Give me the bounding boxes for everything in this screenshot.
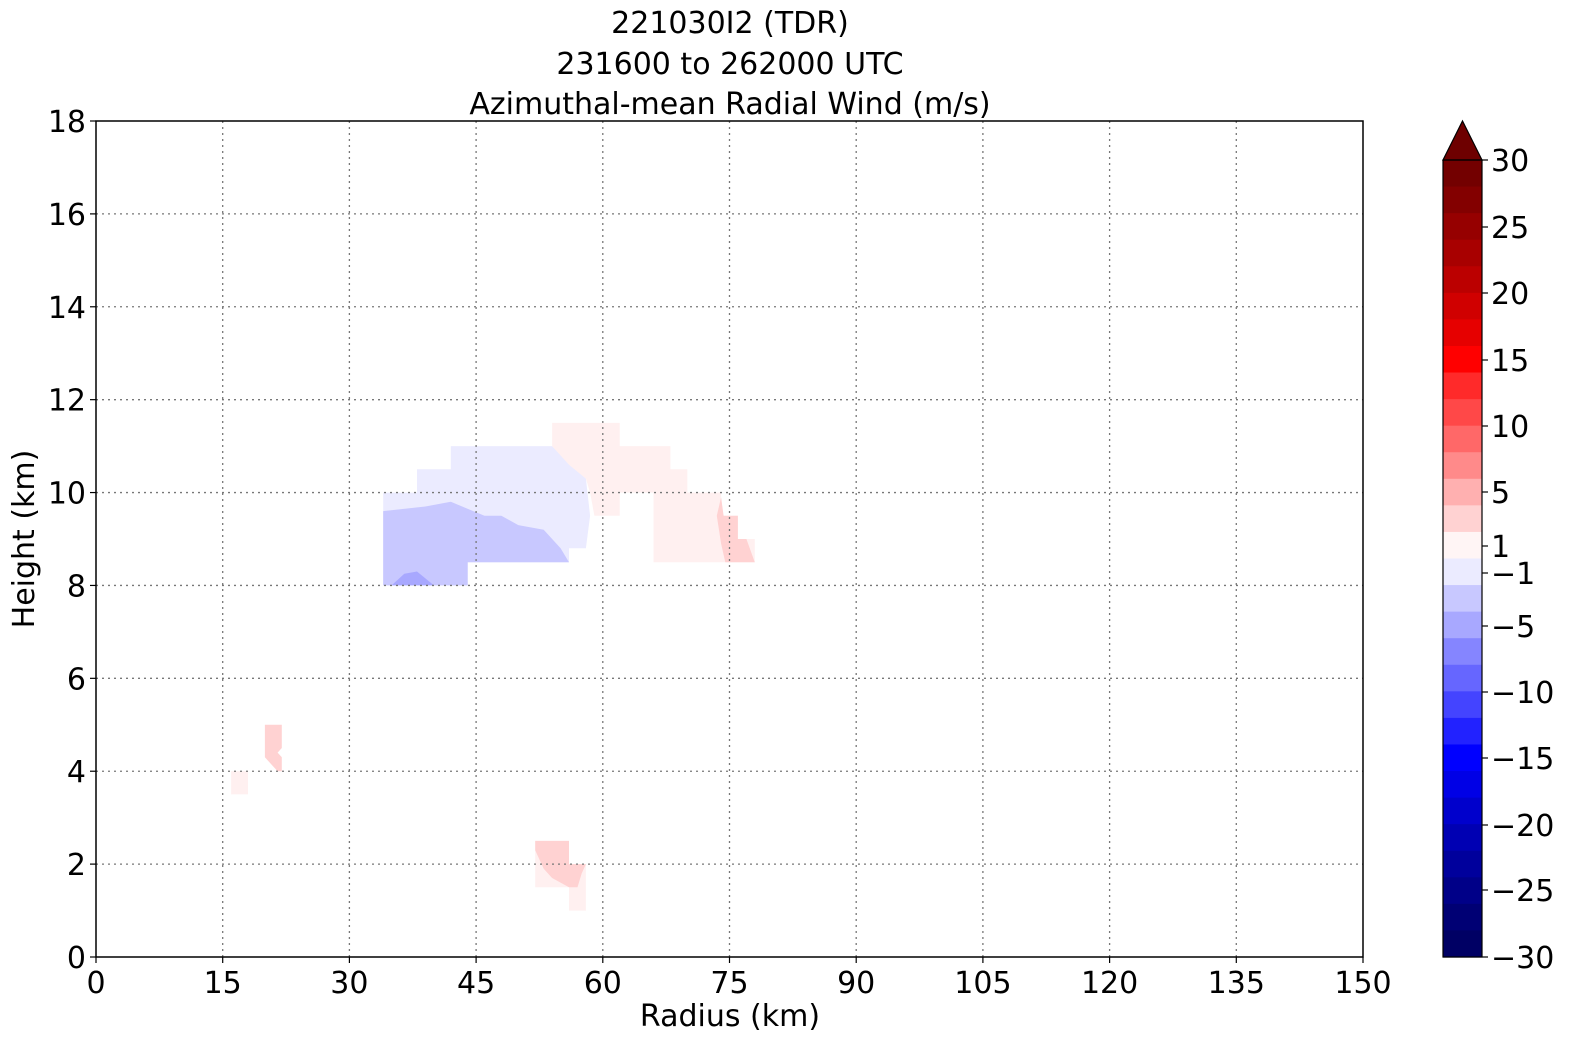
colorbar-tick-label: −15 bbox=[1491, 742, 1554, 777]
colorbar-tick-label: 20 bbox=[1491, 277, 1529, 312]
colorbar-tick-label: 10 bbox=[1491, 410, 1529, 445]
x-tick-label: 105 bbox=[954, 966, 1011, 1001]
colorbar-extend-arrow bbox=[1442, 119, 1483, 161]
colorbar-band bbox=[1443, 611, 1482, 639]
colorbar-band bbox=[1443, 638, 1482, 666]
contour-region-positive-5 bbox=[264, 724, 282, 772]
colorbar-tick-label: 15 bbox=[1491, 344, 1529, 379]
colorbar-tick-label: −1 bbox=[1491, 557, 1535, 592]
title-line-2: 231600 to 262000 UTC bbox=[556, 47, 903, 82]
y-tick-label: 10 bbox=[48, 477, 86, 512]
x-axis-ticks: 0 15 30 45 60 75 90 105 120 135 150 bbox=[86, 957, 1392, 1001]
y-tick-label: 4 bbox=[67, 755, 86, 790]
colorbar-band bbox=[1443, 797, 1482, 825]
colorbar-band bbox=[1443, 691, 1482, 719]
contour-region-negative-1 bbox=[383, 501, 569, 586]
x-tick-label: 75 bbox=[710, 966, 748, 1001]
y-tick-label: 8 bbox=[67, 569, 86, 604]
colorbar-tick-label: 1 bbox=[1491, 530, 1510, 565]
colorbar-band bbox=[1443, 531, 1482, 560]
x-tick-label: 135 bbox=[1208, 966, 1265, 1001]
colorbar-band bbox=[1443, 186, 1482, 214]
colorbar-tick-label: 25 bbox=[1491, 211, 1529, 246]
colorbar-band bbox=[1443, 478, 1482, 506]
title-line-3: Azimuthal-mean Radial Wind (m/s) bbox=[469, 87, 990, 122]
grid-lines bbox=[96, 121, 1363, 957]
x-tick-label: 15 bbox=[204, 966, 242, 1001]
colorbar-tick-label: 30 bbox=[1491, 144, 1529, 179]
contour-region-negative-2 bbox=[391, 571, 434, 586]
contour-region-positive-4 bbox=[716, 497, 755, 563]
colorbar-frame bbox=[1442, 159, 1483, 958]
y-tick-label: 12 bbox=[48, 384, 86, 419]
x-tick-label: 60 bbox=[584, 966, 622, 1001]
x-tick-label: 90 bbox=[837, 966, 875, 1001]
chart-title: 221030I2 (TDR) 231600 to 262000 UTC Azim… bbox=[469, 6, 990, 122]
y-tick-label: 2 bbox=[67, 848, 86, 883]
colorbar-band bbox=[1443, 585, 1482, 613]
colorbar-tick-label: −20 bbox=[1491, 809, 1554, 844]
colorbar-band bbox=[1443, 399, 1482, 427]
colorbar-tick-label: −10 bbox=[1491, 676, 1554, 711]
y-axis-label: Height (km) bbox=[7, 450, 42, 629]
x-axis-label: Radius (km) bbox=[640, 999, 820, 1034]
colorbar-band bbox=[1443, 239, 1482, 267]
colorbar-band bbox=[1443, 452, 1482, 480]
colorbar-band bbox=[1443, 824, 1482, 852]
colorbar-tick-label: −25 bbox=[1491, 874, 1554, 909]
colorbar-tick-label: −30 bbox=[1491, 941, 1554, 976]
y-tick-label: 18 bbox=[48, 105, 86, 140]
colorbar: 30 25 20 15 10 5 1−1 −5 −10 −15 −20 −25 −30 bbox=[1442, 119, 1554, 976]
colorbar-band bbox=[1443, 558, 1482, 586]
x-tick-label: 150 bbox=[1334, 966, 1391, 1001]
contour-regions bbox=[231, 422, 755, 911]
colorbar-band bbox=[1443, 292, 1482, 320]
colorbar-tick-label: −5 bbox=[1491, 610, 1535, 645]
colorbar-band bbox=[1443, 664, 1482, 692]
colorbar-band bbox=[1443, 744, 1482, 772]
colorbar-band bbox=[1443, 266, 1482, 294]
colorbar-band bbox=[1443, 425, 1482, 453]
colorbar-band bbox=[1443, 903, 1482, 932]
colorbar-band bbox=[1443, 505, 1482, 533]
colorbar-band bbox=[1443, 771, 1482, 799]
y-tick-label: 0 bbox=[67, 941, 86, 976]
colorbar-band bbox=[1443, 877, 1482, 905]
colorbar-band bbox=[1443, 850, 1482, 878]
x-tick-label: 30 bbox=[330, 966, 368, 1001]
x-tick-label: 45 bbox=[457, 966, 495, 1001]
colorbar-band bbox=[1443, 160, 1482, 188]
plot-area: 0 15 30 45 60 75 90 105 120 135 150 0 2 4 6 8 10 12 14 16 1… bbox=[48, 105, 1392, 1001]
colorbar-band bbox=[1443, 345, 1482, 374]
colorbar-band bbox=[1443, 319, 1482, 347]
x-tick-label: 120 bbox=[1081, 966, 1138, 1001]
x-tick-label: 0 bbox=[86, 966, 105, 1001]
contour-region-positive-6 bbox=[231, 771, 248, 795]
colorbar-tick-label: 5 bbox=[1491, 476, 1510, 511]
y-tick-label: 6 bbox=[67, 662, 86, 697]
colorbar-band bbox=[1443, 930, 1482, 958]
y-axis-ticks: 0 2 4 6 8 10 12 14 16 18 bbox=[48, 105, 96, 976]
colorbar-band bbox=[1443, 372, 1482, 400]
y-tick-label: 14 bbox=[48, 291, 86, 326]
title-line-1: 221030I2 (TDR) bbox=[611, 6, 849, 41]
colorbar-band bbox=[1443, 213, 1482, 241]
y-tick-label: 16 bbox=[48, 198, 86, 233]
contour-region-positive-8 bbox=[535, 840, 586, 888]
colorbar-band bbox=[1443, 717, 1482, 746]
